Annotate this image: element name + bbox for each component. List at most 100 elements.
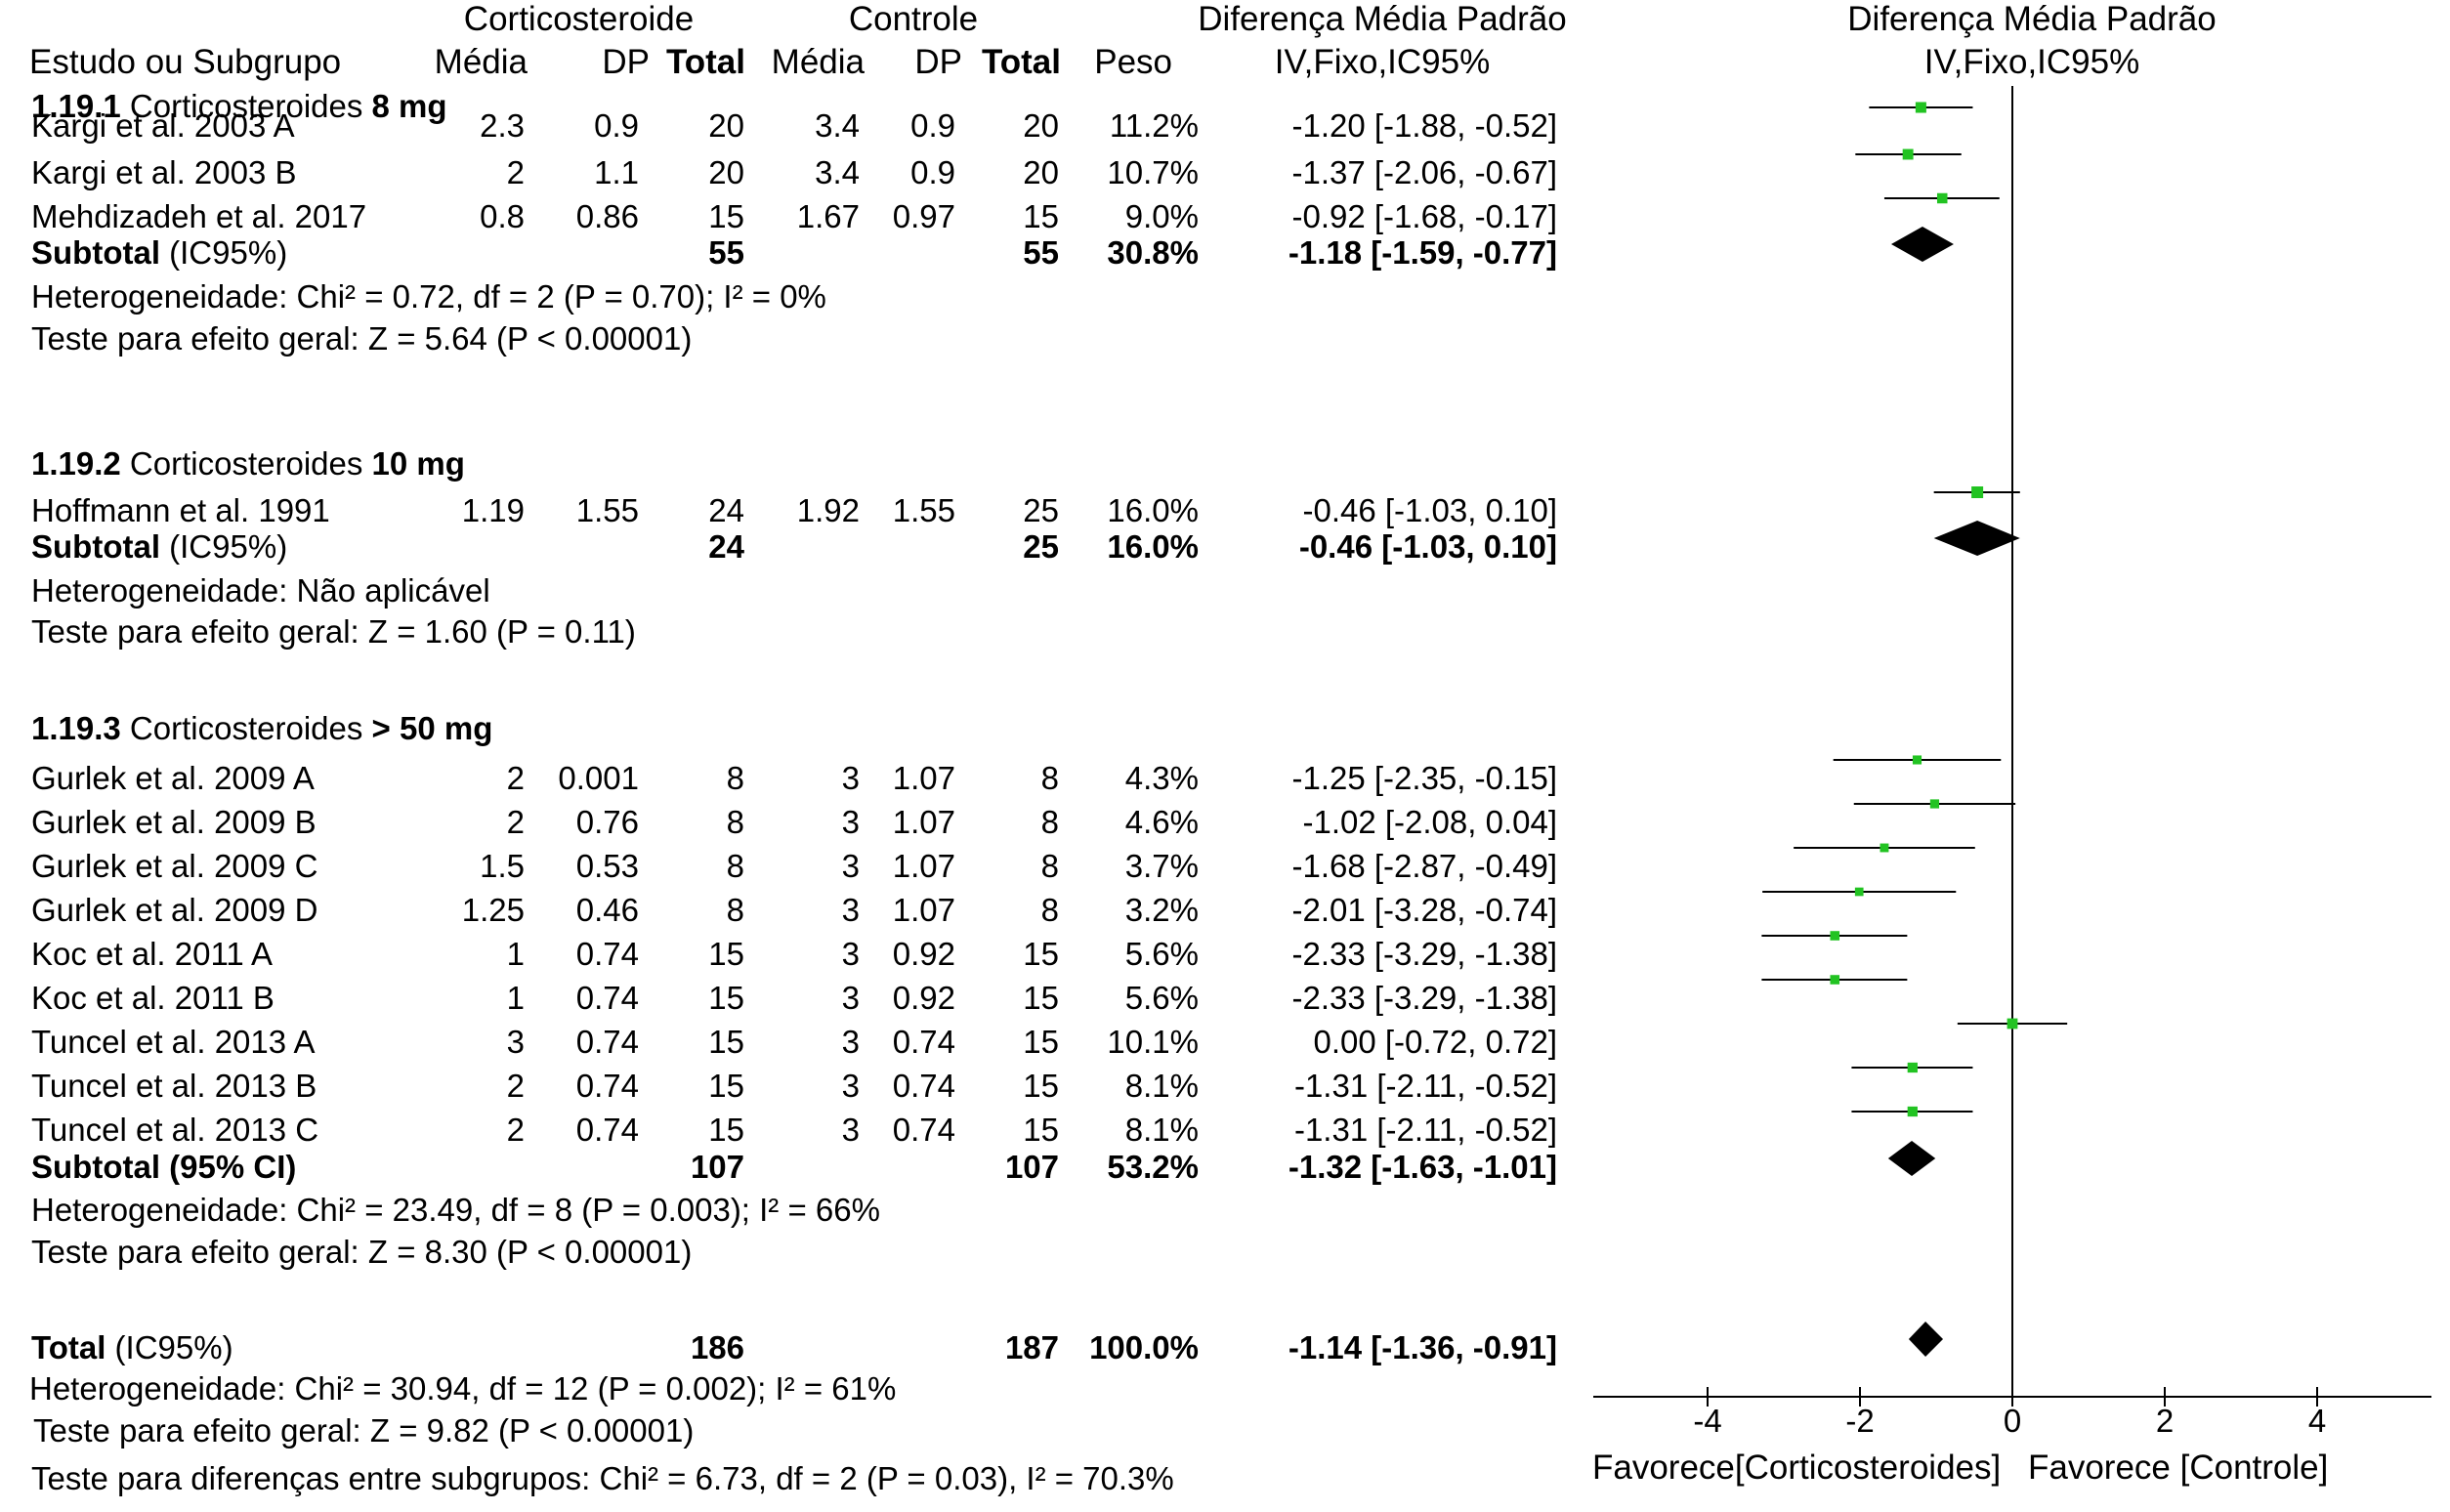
study-t-mean: 2: [506, 760, 525, 796]
x-axis-tick-label: 2: [2156, 1403, 2174, 1439]
study-point-marker: [2006, 1018, 2018, 1029]
study-c-n: 20: [1023, 154, 1059, 190]
study-weight: 3.2%: [1124, 892, 1199, 928]
study-weight: 10.1%: [1107, 1024, 1199, 1060]
subgroup-title-dose: > 50 mg: [371, 710, 493, 746]
header-group-treatment: Corticosteroide: [463, 0, 695, 38]
subtotal-label-bold: Subtotal: [31, 234, 160, 271]
study-ci: -2.33 [-3.29, -1.38]: [1291, 936, 1558, 972]
study-c-mean: 3: [841, 1024, 860, 1060]
subtotal-t-n: 107: [690, 1149, 744, 1185]
study-t-mean: 1.25: [461, 892, 525, 928]
study-c-sd: 0.9: [910, 154, 955, 190]
study-c-sd: 0.74: [892, 1068, 955, 1104]
study-t-n: 20: [708, 154, 744, 190]
study-c-sd: 1.07: [892, 760, 955, 796]
study-name: Tuncel et al. 2013 A: [31, 1024, 316, 1060]
subtotal-label: Subtotal (95% CI): [31, 1151, 296, 1183]
study-t-sd: 0.53: [575, 848, 639, 884]
header-smd-method-plot: IV,Fixo,IC95%: [1923, 43, 2140, 81]
study-t-sd: 0.74: [575, 1068, 639, 1104]
study-t-n: 15: [708, 936, 744, 972]
study-weight: 3.7%: [1124, 848, 1199, 884]
header-smd-title-table: Diferença Média Padrão: [1198, 0, 1567, 38]
study-point-marker: [1830, 975, 1840, 985]
study-ci: -1.31 [-2.11, -0.52]: [1293, 1112, 1557, 1148]
study-name: Mehdizadeh et al. 2017: [31, 198, 367, 234]
study-t-mean: 2.3: [480, 107, 525, 144]
study-c-mean: 3.4: [815, 154, 860, 190]
study-t-n: 15: [708, 198, 744, 234]
total-ci: -1.14 [-1.36, -0.91]: [1288, 1329, 1557, 1365]
study-ci: -1.25 [-2.35, -0.15]: [1291, 760, 1558, 796]
header-treat-total: Total: [665, 43, 745, 81]
study-t-sd: 0.74: [575, 980, 639, 1016]
study-t-sd: 1.1: [594, 154, 639, 190]
total-label-bold: Total: [31, 1329, 106, 1365]
header-treat-mean: Média: [434, 43, 528, 81]
study-weight: 4.3%: [1124, 760, 1199, 796]
study-t-mean: 2: [506, 154, 525, 190]
study-c-mean: 3: [841, 980, 860, 1016]
study-point-marker: [1915, 102, 1926, 113]
header-ctrl-total: Total: [981, 43, 1061, 81]
study-weight: 5.6%: [1124, 980, 1199, 1016]
study-weight: 8.1%: [1124, 1112, 1199, 1148]
study-point-marker: [1880, 843, 1889, 853]
header-smd-method-table: IV,Fixo,IC95%: [1274, 43, 1491, 81]
pooled-diamond: [1887, 1141, 1936, 1176]
study-c-sd: 0.92: [892, 980, 955, 1016]
study-c-sd: 1.07: [892, 804, 955, 840]
study-t-mean: 1: [506, 936, 525, 972]
study-t-mean: 2: [506, 1068, 525, 1104]
study-c-mean: 3: [841, 760, 860, 796]
study-point-marker: [1912, 755, 1922, 765]
subtotal-ci: -1.18 [-1.59, -0.77]: [1288, 234, 1557, 271]
study-t-sd: 0.74: [575, 1024, 639, 1060]
study-t-n: 8: [726, 760, 744, 796]
study-c-mean: 3: [841, 1112, 860, 1148]
study-name: Koc et al. 2011 A: [31, 936, 274, 972]
subgroup-title-name: Corticosteroides: [129, 710, 363, 746]
study-t-mean: 1: [506, 980, 525, 1016]
study-t-sd: 0.74: [575, 1112, 639, 1148]
subtotal-label: Subtotal (IC95%): [31, 236, 287, 269]
subtotal-label-bold: Subtotal: [31, 528, 160, 565]
study-name: Gurlek et al. 2009 C: [31, 848, 318, 884]
heterogeneity-text: Heterogeneidade: Não aplicável: [31, 572, 490, 609]
subtotal-label-suffix: (IC95%): [159, 528, 288, 565]
study-name: Hoffmann et al. 1991: [31, 492, 330, 528]
study-c-sd: 1.07: [892, 892, 955, 928]
study-t-sd: 0.76: [575, 804, 639, 840]
study-name: Kargi et al. 2003 B: [31, 154, 297, 190]
subgroup-title-name: Corticosteroides: [129, 445, 363, 482]
study-t-mean: 2: [506, 1112, 525, 1148]
study-name: Tuncel et al. 2013 B: [31, 1068, 317, 1104]
total-label: Total (IC95%): [31, 1331, 233, 1364]
subgroup-difference-test: Teste para diferenças entre subgrupos: C…: [31, 1460, 1174, 1496]
study-point-marker: [1936, 192, 1948, 204]
study-point-marker: [1854, 887, 1864, 897]
study-weight: 5.6%: [1124, 936, 1199, 972]
study-t-mean: 2: [506, 804, 525, 840]
study-t-n: 8: [726, 892, 744, 928]
x-axis-tick-label: 0: [2004, 1403, 2021, 1439]
subgroup-title-name: Corticosteroides: [129, 88, 363, 124]
study-c-n: 15: [1023, 936, 1059, 972]
header-ctrl-mean: Média: [771, 43, 865, 81]
study-c-sd: 1.55: [892, 492, 955, 528]
total-label-suffix: (IC95%): [106, 1329, 233, 1365]
study-c-n: 15: [1023, 1024, 1059, 1060]
total-heterogeneity-text: Heterogeneidade: Chi² = 30.94, df = 12 (…: [29, 1370, 897, 1407]
pooled-diamond: [1908, 1322, 1944, 1357]
subgroup-title-dose: 10 mg: [371, 445, 465, 482]
total-c-n: 187: [1004, 1329, 1059, 1365]
subtotal-ci: -0.46 [-1.03, 0.10]: [1298, 528, 1557, 565]
study-t-sd: 0.9: [594, 107, 639, 144]
subtotal-weight: 30.8%: [1107, 234, 1199, 271]
pooled-diamond: [1933, 521, 2020, 556]
study-c-sd: 0.74: [892, 1112, 955, 1148]
study-ci: -1.02 [-2.08, 0.04]: [1302, 804, 1557, 840]
study-c-mean: 1.67: [796, 198, 860, 234]
